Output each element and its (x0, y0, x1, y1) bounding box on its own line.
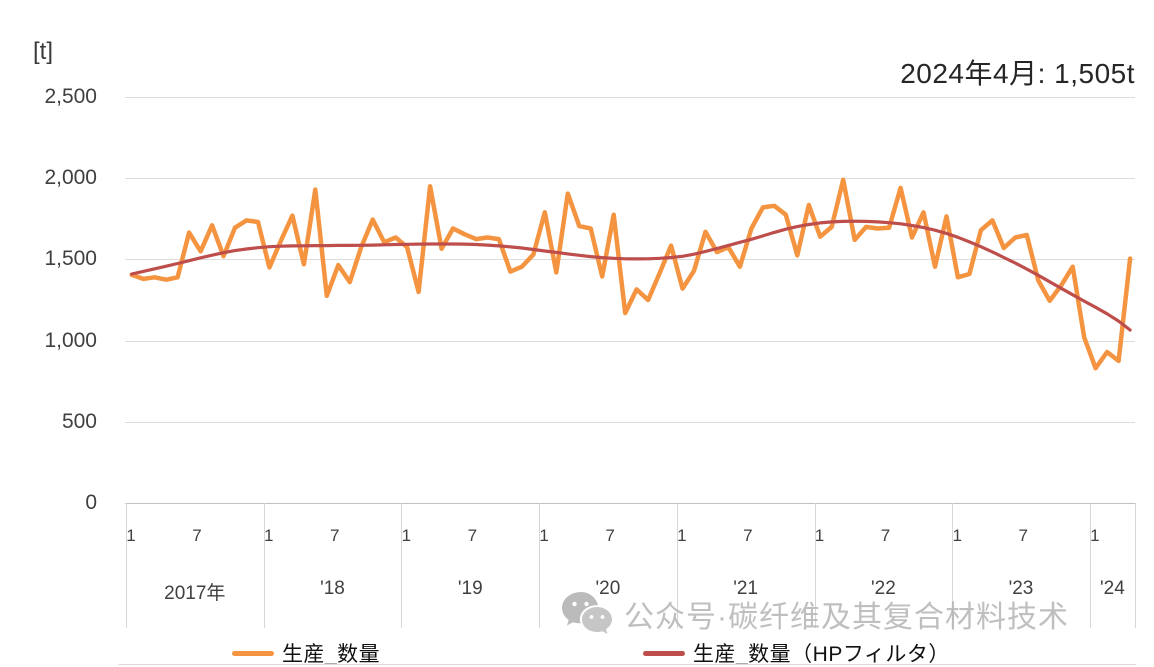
gridline (125, 503, 1135, 504)
x-year-label: '23 (1008, 578, 1034, 599)
x-month-label: 7 (880, 526, 891, 545)
gridline (125, 340, 1135, 342)
gridline (125, 178, 1135, 180)
year-separator (952, 503, 954, 628)
bottom-divider (118, 664, 1136, 665)
legend-label: 生産_数量 (282, 643, 381, 666)
y-tick-label: 0 (85, 491, 97, 514)
gridline (125, 97, 1135, 98)
latest-value-annotation: 2024年4月: 1,505t (900, 58, 1135, 89)
x-month-label: 1 (677, 526, 687, 545)
y-tick-label: 500 (61, 409, 97, 433)
x-month-label: 7 (605, 526, 615, 545)
gridline (125, 421, 1135, 423)
watermark: 公众号·碳纤维及其复合材料技术 (560, 590, 1069, 638)
x-month-label: 1 (539, 526, 549, 545)
y-tick-label: 1,000 (44, 328, 97, 352)
x-month-label: 7 (1018, 526, 1028, 545)
y-tick-label: 2,500 (44, 85, 97, 108)
x-year-label: 2017年 (164, 583, 226, 604)
legend-line-swatch (232, 650, 274, 656)
y-tick-label: 2,000 (44, 166, 97, 190)
x-month-label: 7 (329, 526, 340, 545)
chart-legend: 生産_数量 生産_数量（HPフィルタ） (0, 638, 1154, 667)
x-month-label: 1 (1090, 526, 1100, 545)
watermark-text: 公众号·碳纤维及其复合材料技术 (624, 601, 1069, 634)
series-production-line (129, 177, 1133, 371)
x-year-label: '21 (733, 578, 758, 599)
x-month-label: 1 (814, 526, 825, 545)
year-separator (1089, 503, 1091, 628)
year-separator (814, 503, 816, 628)
x-year-label: '18 (320, 578, 345, 599)
y-tick-label: 1,500 (44, 247, 97, 271)
year-separator (401, 503, 403, 628)
year-separator (539, 503, 541, 628)
year-separator (1135, 503, 1136, 628)
x-month-label: 1 (263, 526, 274, 545)
legend-item: 生産_数量 (232, 638, 380, 667)
x-month-label: 1 (952, 526, 962, 545)
x-month-label: 7 (743, 526, 753, 545)
wechat-icon (562, 592, 612, 634)
x-year-label: '19 (457, 578, 483, 599)
x-month-label: 7 (467, 526, 478, 545)
legend-label: 生産_数量（HPフィルタ） (693, 643, 950, 666)
y-axis-unit-label: [t] (33, 38, 54, 65)
x-month-label: 1 (126, 526, 136, 545)
legend-line-swatch (643, 650, 685, 656)
legend-item: 生産_数量（HPフィルタ） (643, 638, 950, 667)
series-hp-filter-line (130, 219, 1132, 332)
x-year-label: '24 (1100, 578, 1125, 599)
year-separator (676, 503, 678, 628)
x-month-label: 1 (401, 526, 412, 545)
year-separator (126, 503, 127, 628)
x-year-label: '20 (595, 578, 621, 599)
year-separator (263, 503, 265, 628)
x-month-label: 7 (192, 526, 202, 545)
x-year-label: '22 (871, 578, 896, 599)
